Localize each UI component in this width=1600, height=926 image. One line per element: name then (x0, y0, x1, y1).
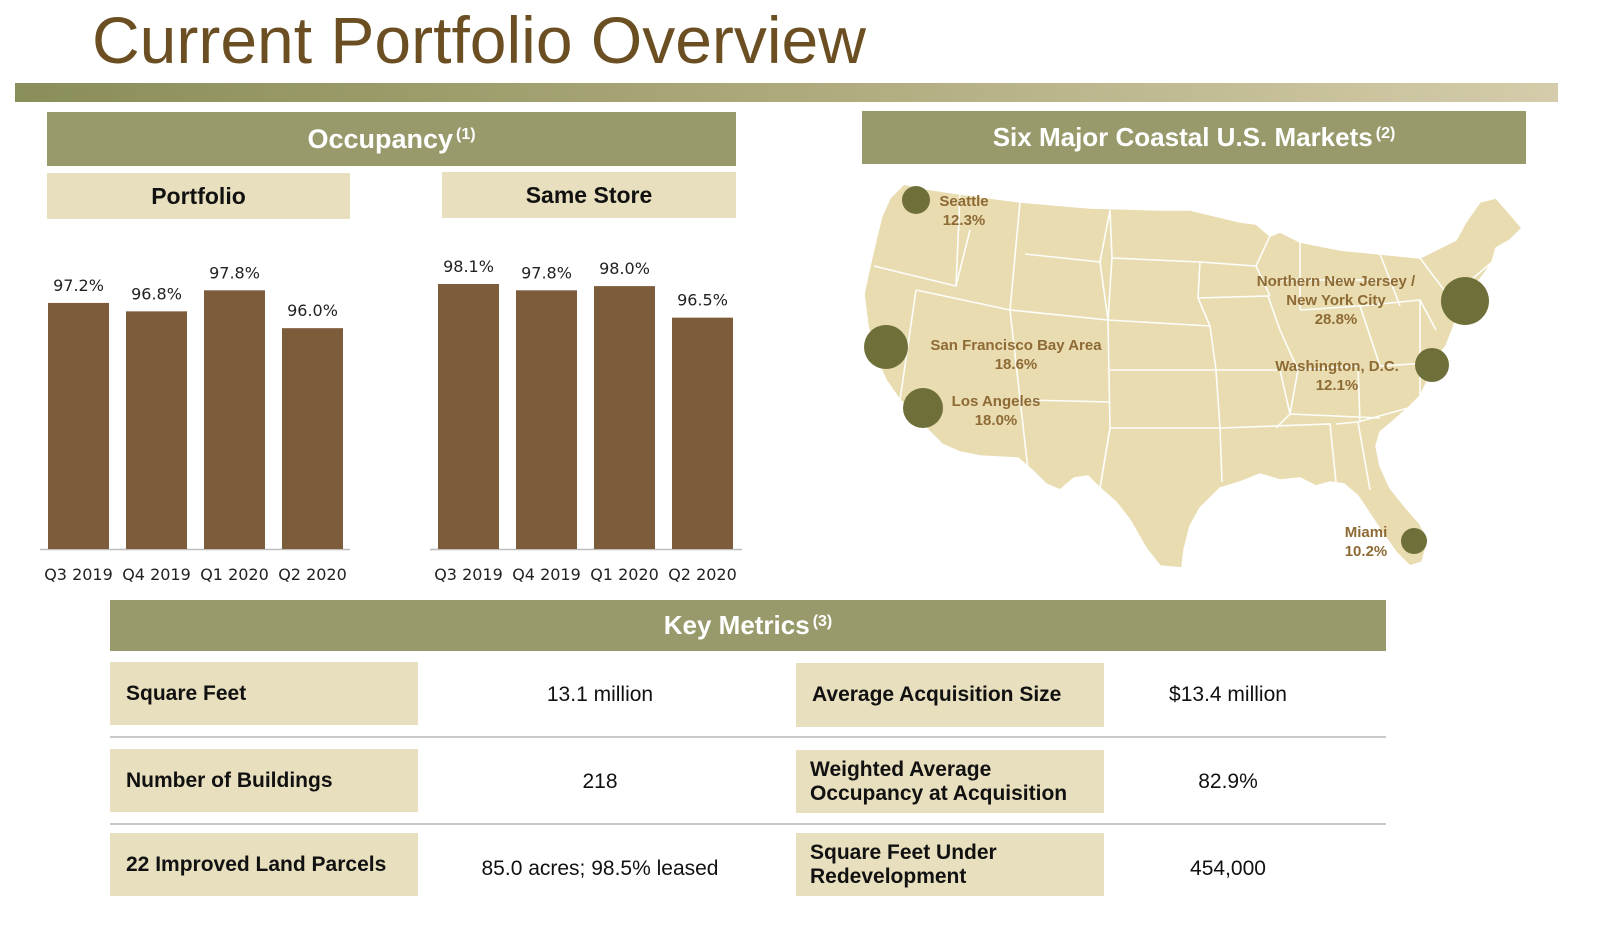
occupancy-bar-charts: 97.2% Q3 2019 96.8% Q4 2019 97.8% Q1 2020 96.0… (40, 257, 742, 584)
market-label-sf-bay-area: San Francisco Bay Area 18.6% (920, 336, 1112, 374)
market-pct: 10.2% (1344, 543, 1388, 560)
metric-label-sf-under-redevelopment: Square Feet Under Redevelopment (796, 833, 1104, 896)
bar-data-label: 97.8% (209, 263, 260, 282)
market-pct: 18.0% (974, 412, 1018, 429)
key-metrics-footnote: (3) (812, 612, 833, 630)
metric-label-text: Weighted Average (810, 757, 992, 781)
markets-header-label: Six Major Coastal U.S. Markets (992, 122, 1373, 152)
metric-label-text: Square Feet Under (810, 840, 997, 864)
metric-label-text-2: Redevelopment (810, 864, 967, 888)
key-metrics-header-label: Key Metrics (663, 610, 810, 640)
x-tick-label: Q2 2020 (278, 565, 347, 584)
key-metrics-header: Key Metrics (3) (110, 600, 1386, 651)
bar-same-store-2 (594, 286, 655, 549)
occupancy-header: Occupancy (1) (47, 112, 736, 166)
metric-value-improved-land-parcels: 85.0 acres; 98.5% leased (481, 857, 719, 880)
market-label-washington-dc: Washington, D.C. 12.1% (1266, 357, 1408, 395)
bar-portfolio-2 (204, 290, 265, 549)
market-pct: 12.3% (942, 212, 986, 229)
market-label-miami: Miami 10.2% (1336, 523, 1396, 561)
x-tick-label: Q1 2020 (200, 565, 269, 584)
bar-data-label: 97.2% (53, 276, 104, 295)
metric-value-square-feet: 13.1 million (546, 683, 654, 706)
markets-header: Six Major Coastal U.S. Markets (2) (862, 111, 1526, 164)
x-tick-label: Q3 2019 (44, 565, 113, 584)
market-label-nnj-nyc: Northern New Jersey / New York City 28.8… (1246, 272, 1426, 329)
bar-portfolio-3 (282, 328, 343, 549)
bar-data-label: 97.8% (521, 263, 572, 282)
metric-label-text-2: Occupancy at Acquisition (810, 781, 1068, 805)
market-marker-los-angeles (903, 388, 943, 428)
metric-label-text: Average Acquisition Size (812, 683, 1062, 706)
same-store-subheader: Same Store (442, 172, 736, 218)
metric-label-improved-land-parcels: 22 Improved Land Parcels (110, 833, 418, 896)
metric-label-avg-acquisition-size: Average Acquisition Size (796, 663, 1104, 727)
market-name: Miami (1344, 524, 1388, 541)
bar-same-store-1 (516, 290, 577, 549)
market-name: San Francisco Bay Area (930, 337, 1102, 354)
market-label-seattle: Seattle 12.3% (930, 192, 998, 230)
market-marker-seattle (902, 186, 930, 214)
metric-label-number-of-buildings: Number of Buildings (110, 749, 418, 812)
market-name: Seattle (939, 193, 989, 210)
portfolio-subheader: Portfolio (47, 173, 350, 219)
occupancy-header-label: Occupancy (307, 123, 453, 154)
portfolio-subheader-label: Portfolio (151, 182, 246, 209)
metric-value-number-of-buildings: 218 (582, 770, 618, 793)
metric-value-sf-under-redevelopment: 454,000 (1190, 857, 1266, 880)
market-label-los-angeles: Los Angeles 18.0% (944, 392, 1048, 430)
market-name-2: New York City (1286, 292, 1386, 309)
x-tick-label: Q4 2019 (122, 565, 191, 584)
bar-data-label: 96.0% (287, 301, 338, 320)
metric-label-weighted-avg-occupancy: Weighted Average Occupancy at Acquisitio… (796, 750, 1104, 813)
occupancy-footnote: (1) (456, 126, 476, 143)
x-tick-label: Q2 2020 (668, 565, 737, 584)
market-marker-washington-dc (1415, 348, 1449, 382)
bar-same-store-3 (672, 317, 733, 549)
market-name: Washington, D.C. (1275, 358, 1399, 375)
metric-label-text: 22 Improved Land Parcels (126, 852, 387, 876)
market-marker-sf-bay-area (864, 325, 908, 369)
bar-portfolio-1 (126, 311, 187, 549)
markets-footnote: (2) (1375, 124, 1396, 142)
metrics-divider (110, 736, 1386, 738)
metric-label-text: Number of Buildings (126, 768, 333, 792)
market-marker-nnj-nyc (1441, 277, 1489, 325)
market-pct: 28.8% (1314, 311, 1358, 328)
market-pct: 12.1% (1315, 377, 1359, 394)
us-map (863, 183, 1524, 569)
market-name: Northern New Jersey / (1256, 273, 1416, 290)
bar-data-label: 98.1% (443, 257, 494, 276)
bar-portfolio-0 (48, 302, 109, 549)
bar-data-label: 98.0% (599, 259, 650, 278)
bar-same-store-0 (438, 284, 499, 549)
bar-data-label: 96.5% (677, 291, 728, 310)
x-tick-label: Q1 2020 (590, 565, 659, 584)
metric-value-weighted-avg-occupancy: 82.9% (1198, 770, 1258, 793)
x-tick-label: Q4 2019 (512, 565, 581, 584)
x-tick-label: Q3 2019 (434, 565, 503, 584)
market-name: Los Angeles (951, 393, 1041, 410)
bar-data-label: 96.8% (131, 284, 182, 303)
same-store-subheader-label: Same Store (525, 181, 653, 208)
metrics-divider (110, 823, 1386, 825)
metric-label-square-feet: Square Feet (110, 662, 418, 725)
title-divider (15, 83, 1558, 102)
page-title: Current Portfolio Overview (92, 3, 866, 77)
metric-label-text: Square Feet (126, 681, 247, 705)
us-map-state-borders (873, 193, 1493, 491)
market-marker-miami (1401, 528, 1427, 554)
market-pct: 18.6% (994, 356, 1038, 373)
metric-value-avg-acquisition-size: $13.4 million (1169, 683, 1287, 706)
